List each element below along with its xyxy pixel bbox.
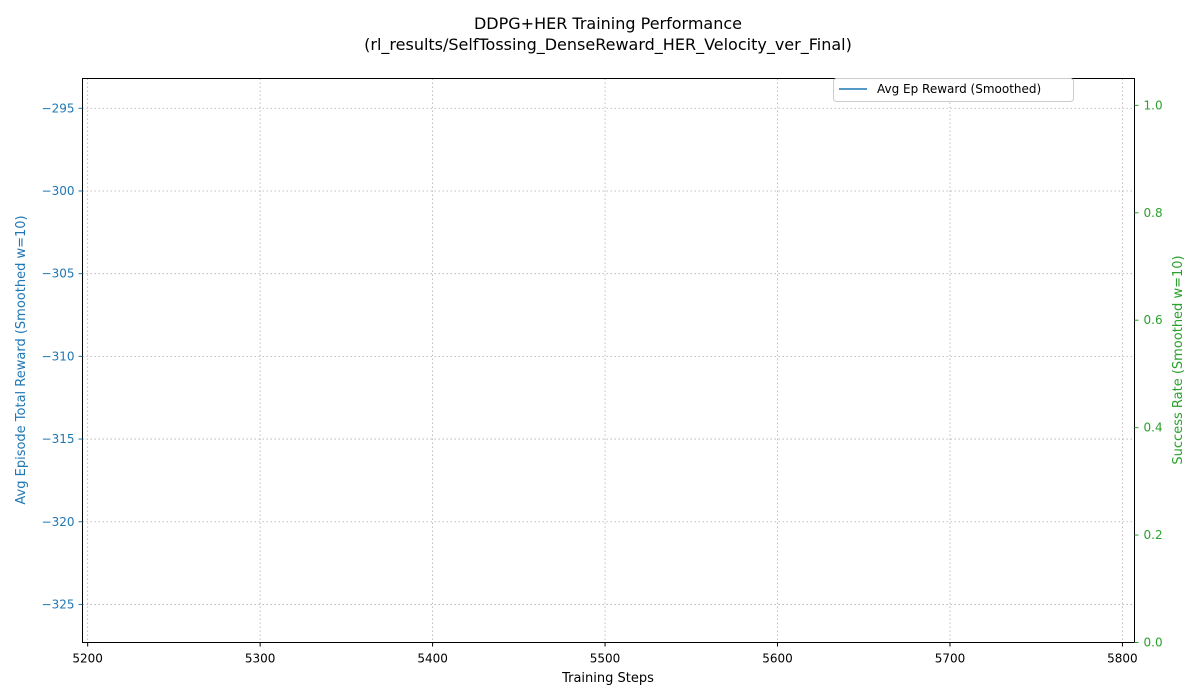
y-right-tick-label: 0.8 bbox=[1144, 206, 1163, 220]
x-axis-title: Training Steps bbox=[561, 671, 654, 686]
legend-entry-label: Avg Ep Reward (Smoothed) bbox=[877, 82, 1041, 96]
chart-title: DDPG+HER Training Performance bbox=[474, 14, 742, 33]
y-right-tick-label: 0.2 bbox=[1144, 528, 1163, 542]
chart-subtitle: (rl_results/SelfTossing_DenseReward_HER_… bbox=[364, 35, 852, 55]
y-right-tick-label: 0.6 bbox=[1144, 313, 1163, 327]
y-left-axis-ticks: −295 −300 −305 −310 −315 −320 −325 bbox=[42, 101, 83, 611]
y-left-tick-label: −310 bbox=[42, 349, 75, 363]
y-right-tick-label: 1.0 bbox=[1144, 98, 1163, 112]
plot-frame bbox=[82, 78, 1135, 643]
y-left-tick-label: −315 bbox=[42, 432, 75, 446]
y-right-axis-ticks: 0.0 0.2 0.4 0.6 0.8 1.0 bbox=[1134, 98, 1163, 650]
y-left-tick-label: −325 bbox=[42, 597, 75, 611]
y-left-axis-title: Avg Episode Total Reward (Smoothed w=10) bbox=[14, 215, 29, 504]
legend-box bbox=[833, 78, 1074, 102]
x-tick-label: 5500 bbox=[590, 652, 621, 666]
x-tick-label: 5300 bbox=[245, 652, 276, 666]
x-tick-label: 5800 bbox=[1107, 652, 1138, 666]
y-left-tick-label: −300 bbox=[42, 184, 75, 198]
y-left-tick-label: −305 bbox=[42, 267, 75, 281]
x-tick-label: 5600 bbox=[762, 652, 793, 666]
y-left-tick-label: −295 bbox=[42, 101, 75, 115]
y-right-tick-label: 0.4 bbox=[1144, 421, 1163, 435]
y-left-tick-label: −320 bbox=[42, 515, 75, 529]
x-tick-label: 5200 bbox=[72, 652, 103, 666]
y-right-tick-label: 0.0 bbox=[1144, 636, 1163, 650]
x-tick-label: 5400 bbox=[417, 652, 448, 666]
grid bbox=[82, 78, 1135, 643]
y-right-axis-title: Success Rate (Smoothed w=10) bbox=[1171, 255, 1186, 464]
x-axis-ticks: 5200 5300 5400 5500 5600 5700 5800 bbox=[72, 642, 1138, 666]
x-tick-label: 5700 bbox=[935, 652, 966, 666]
legend: Avg Ep Reward (Smoothed) bbox=[833, 78, 1074, 102]
